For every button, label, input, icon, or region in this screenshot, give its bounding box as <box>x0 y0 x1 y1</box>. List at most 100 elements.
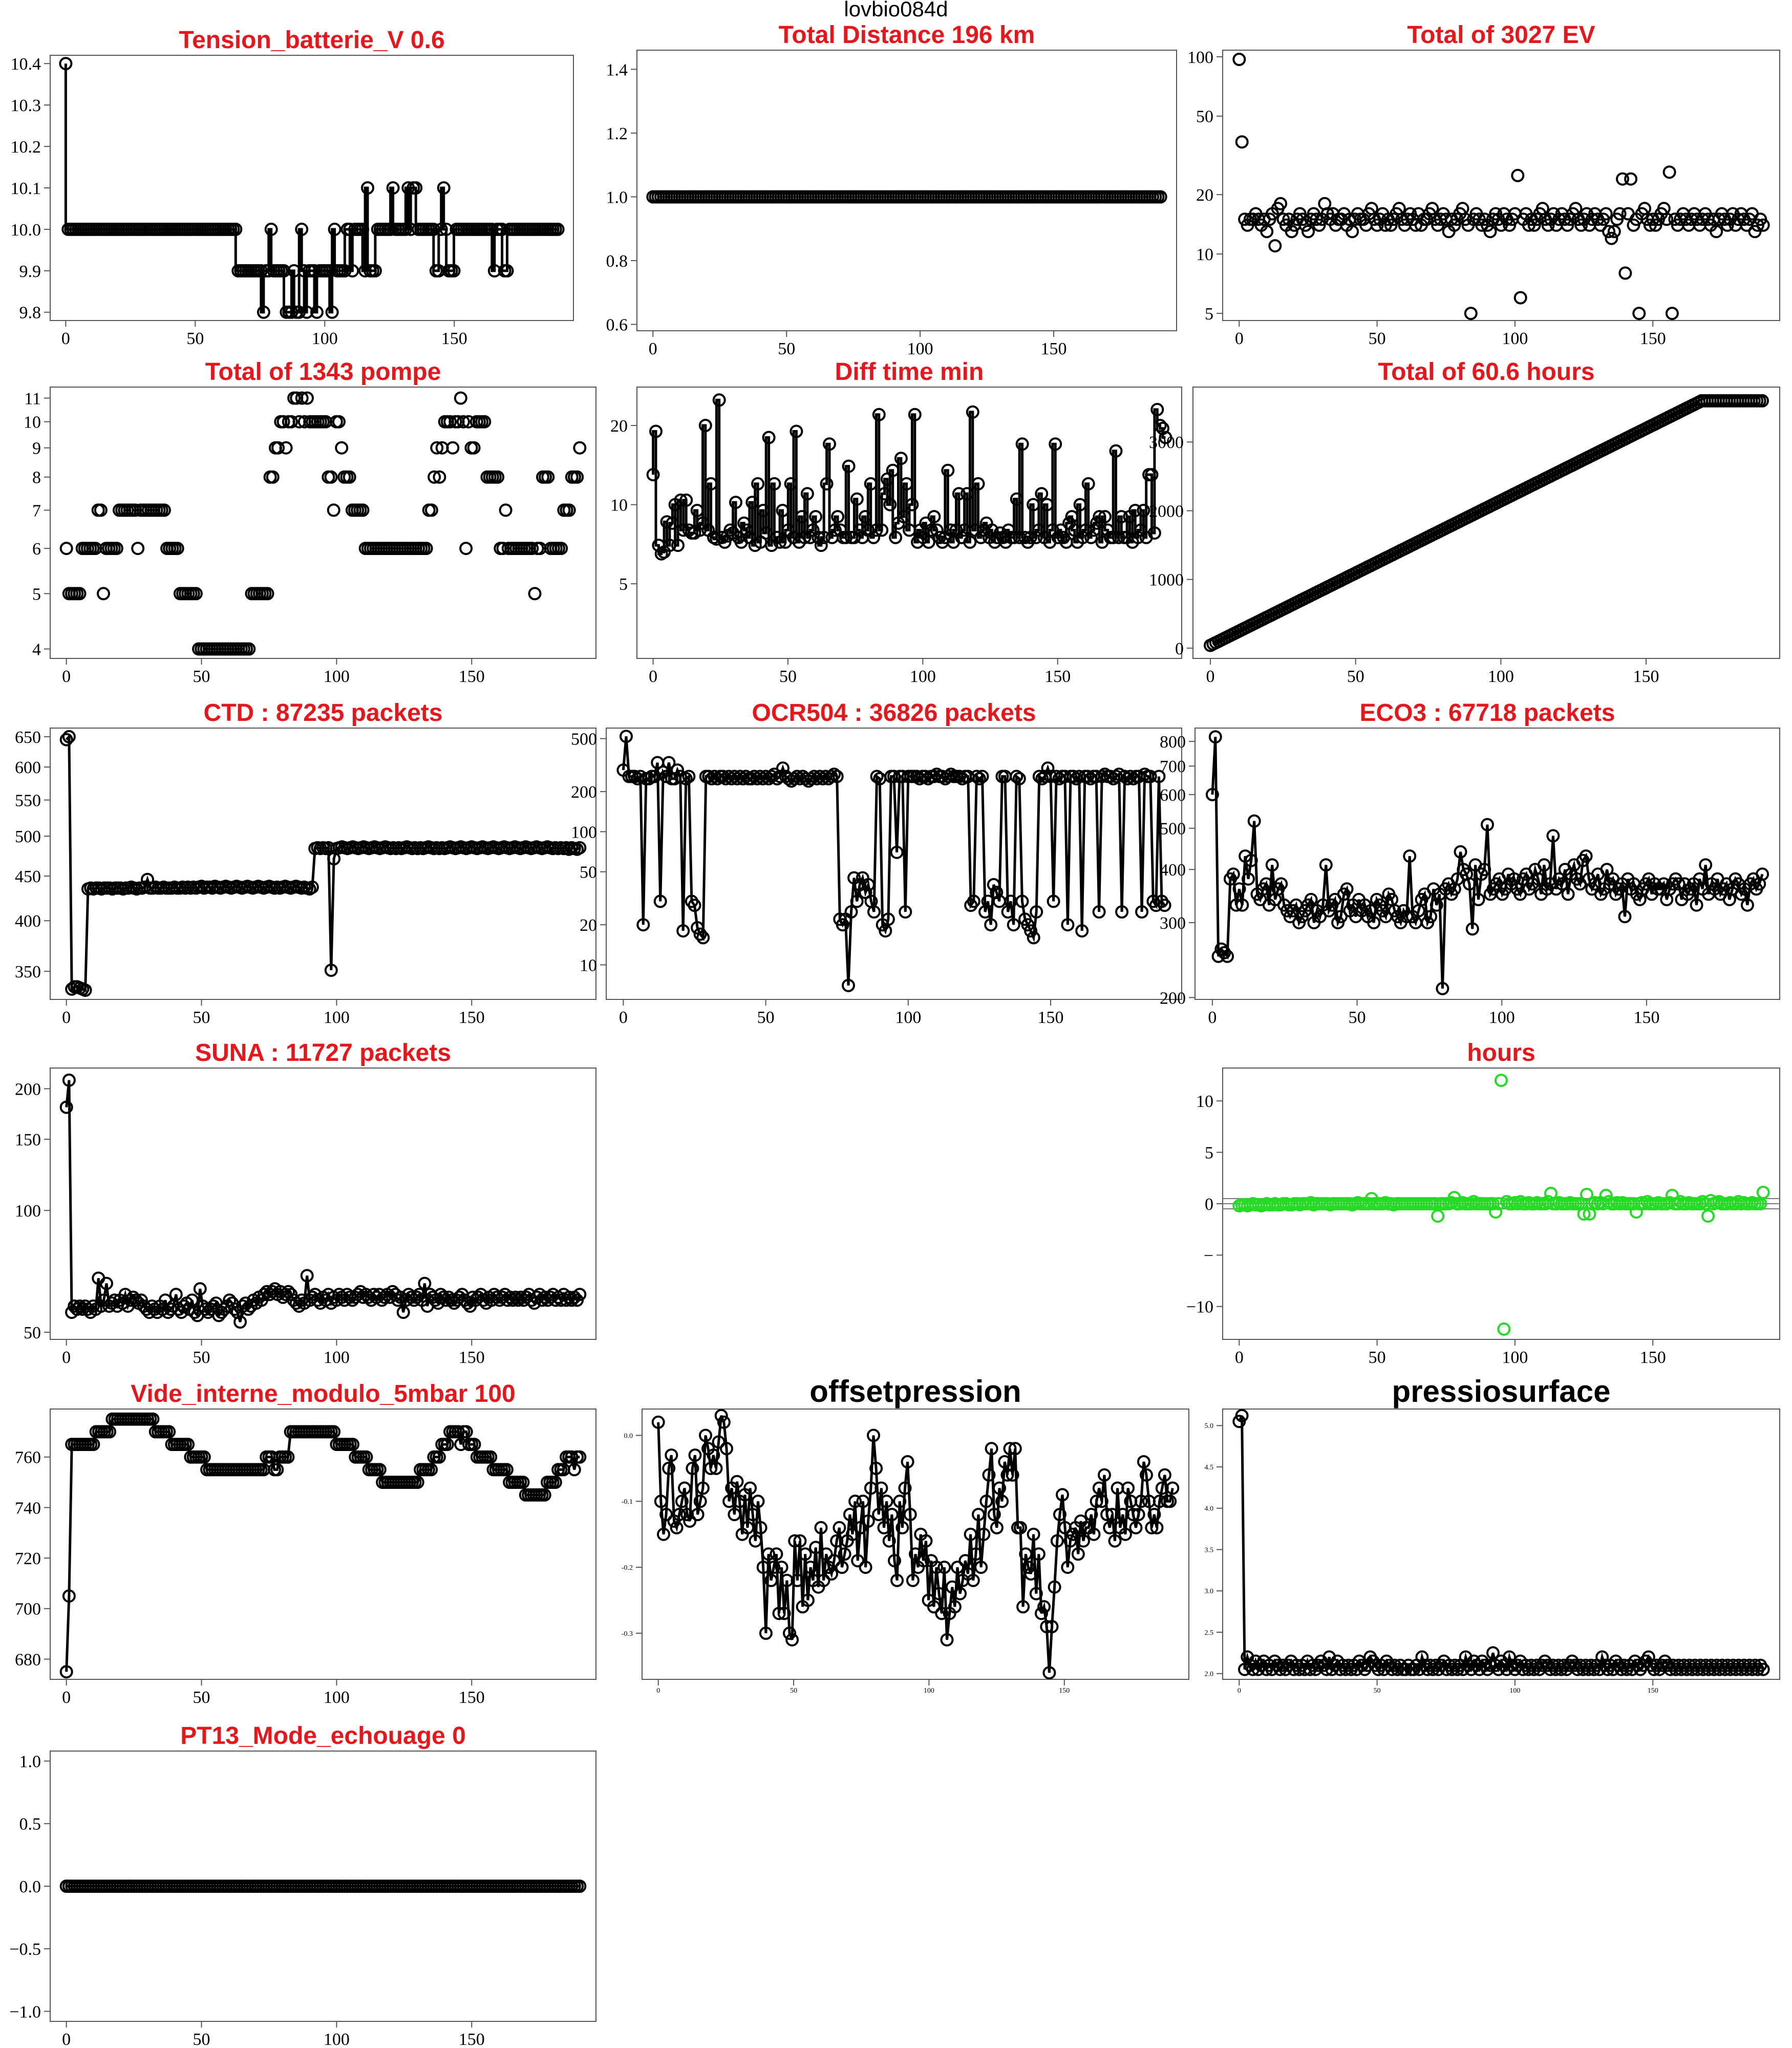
data-point <box>73 1299 87 1313</box>
x-tick-label: 50 <box>1374 1687 1381 1695</box>
data-point <box>565 1450 579 1464</box>
data-point <box>356 503 370 517</box>
data-point <box>1095 1495 1108 1508</box>
x-tick-label: 50 <box>193 2030 210 2048</box>
data-point <box>1014 1521 1027 1534</box>
data-point <box>1756 394 1769 408</box>
y-tick-label: −10 <box>1186 1298 1213 1317</box>
data-point <box>87 1438 100 1452</box>
data-point <box>671 763 685 777</box>
data-point <box>804 1561 817 1574</box>
y-tick-label: 800 <box>1160 733 1186 752</box>
data-point <box>620 730 633 743</box>
data-point <box>853 523 867 537</box>
data-point <box>391 1293 405 1307</box>
data-point <box>1132 1508 1145 1521</box>
chart-title: Diff time min <box>835 358 984 386</box>
data-point <box>967 894 980 908</box>
data-point <box>1061 1561 1075 1574</box>
data-point <box>300 305 314 319</box>
data-point <box>1023 530 1037 544</box>
data-point <box>1424 910 1438 924</box>
series-line <box>1238 1415 1764 1673</box>
data-point <box>279 441 293 455</box>
data-point <box>332 415 346 429</box>
data-point <box>1066 1527 1080 1541</box>
data-point <box>1075 924 1089 938</box>
data-point <box>1035 1607 1048 1620</box>
data-point <box>1471 892 1485 906</box>
data-point <box>536 1293 549 1307</box>
data-point <box>927 510 941 524</box>
data-point <box>1090 1495 1103 1508</box>
data-point <box>686 1461 699 1475</box>
data-point <box>500 264 514 278</box>
y-tick-label: 0.0 <box>624 1432 633 1440</box>
chart-title: offsetpression <box>809 1374 1021 1409</box>
data-point <box>1134 1495 1148 1508</box>
data-point <box>704 1461 718 1475</box>
data-point <box>516 1476 530 1489</box>
y-tick-label: 0.5 <box>19 1815 41 1834</box>
y-tick-label: 5 <box>619 575 628 594</box>
data-point <box>1602 225 1616 239</box>
data-point <box>756 504 770 517</box>
plot-frame <box>1222 1409 1780 1680</box>
chart-title: OCR504 : 36826 packets <box>752 699 1036 727</box>
data-point <box>335 441 349 455</box>
y-tick-label: 9 <box>32 439 41 458</box>
data-point <box>1061 918 1075 932</box>
x-tick-label: 150 <box>459 2030 485 2048</box>
data-point <box>1621 207 1635 221</box>
data-point <box>1152 770 1166 783</box>
data-point <box>953 1587 967 1601</box>
y-tick-label: 20 <box>610 417 628 436</box>
data-point <box>310 305 324 319</box>
data-point <box>922 535 935 549</box>
data-point <box>447 264 461 278</box>
chart-title: SUNA : 11727 packets <box>195 1039 451 1066</box>
data-point <box>795 510 809 524</box>
chart-panel-15: PT13_Mode_echouage 0 0 50 100 150 −1.0 −0.5 0.0… <box>9 1722 596 2048</box>
x-tick-label: 0 <box>62 1348 71 1367</box>
data-point <box>1579 849 1593 863</box>
data-point <box>1690 898 1703 912</box>
data-point <box>867 905 881 919</box>
data-point <box>292 305 306 319</box>
data-point <box>1346 225 1359 239</box>
x-tick-label: 150 <box>1633 1008 1659 1027</box>
x-tick-label: 150 <box>1640 1348 1666 1367</box>
data-point <box>446 441 460 455</box>
data-point <box>228 1303 242 1316</box>
data-point <box>985 1442 998 1456</box>
data-point <box>297 264 311 278</box>
data-point <box>1115 510 1128 524</box>
y-tick-label: 100 <box>15 1202 41 1221</box>
data-point <box>1497 1322 1511 1336</box>
data-point <box>846 1527 859 1541</box>
data-point <box>671 539 685 552</box>
data-point <box>1756 867 1769 881</box>
data-point <box>62 730 76 743</box>
data-point <box>723 523 737 537</box>
y-tick-label: 4 <box>32 640 41 659</box>
data-point <box>712 393 726 407</box>
x-tick-label: 0 <box>62 667 71 686</box>
y-tick-label: 500 <box>1160 820 1186 839</box>
data-point <box>443 415 457 429</box>
chart-panel-8: OCR504 : 36826 packets 0 50 100 150 10 20 50 100… <box>571 699 1182 1027</box>
data-point <box>424 1463 438 1477</box>
data-point <box>233 1315 247 1329</box>
x-tick-label: 50 <box>790 1687 797 1695</box>
data-point <box>662 1461 676 1475</box>
data-point <box>1226 867 1240 881</box>
data-point <box>424 503 438 517</box>
data-point <box>467 1438 481 1452</box>
data-point <box>146 1412 160 1426</box>
data-point <box>894 452 908 465</box>
data-point <box>850 492 864 506</box>
data-point <box>300 1269 314 1283</box>
data-point <box>1054 523 1068 537</box>
data-point <box>930 523 944 537</box>
data-point <box>1126 1508 1140 1521</box>
